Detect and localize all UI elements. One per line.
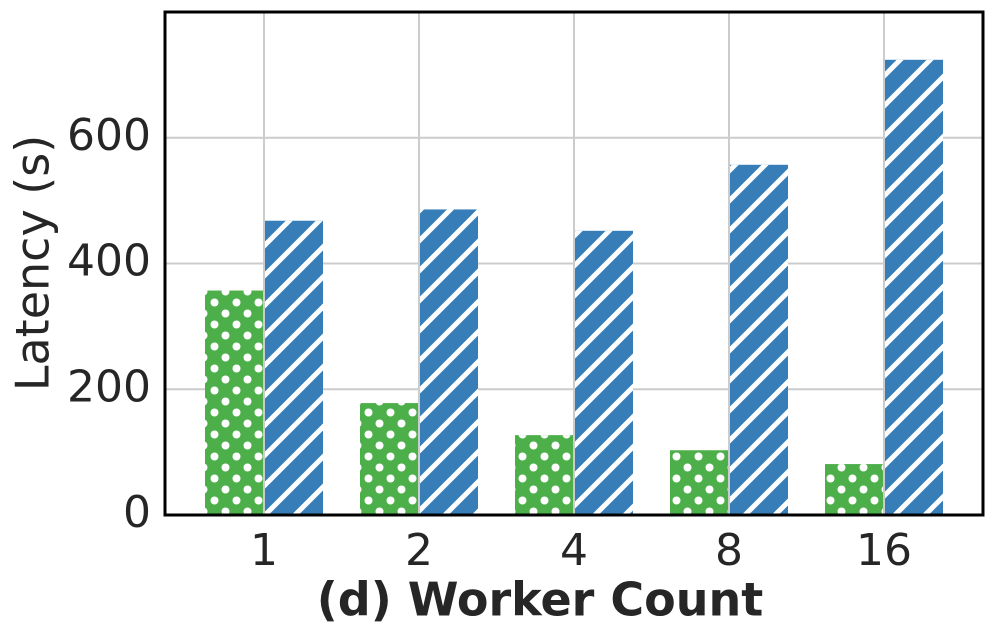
bar: [730, 164, 788, 515]
x-tick-label: 8: [715, 525, 743, 576]
bar: [515, 435, 573, 515]
bar-pattern: [420, 209, 478, 516]
bar: [670, 450, 728, 515]
bar: [575, 230, 633, 515]
y-tick-label: 400: [67, 236, 151, 287]
x-tick-label: 4: [560, 525, 588, 576]
x-tick-label: 16: [856, 525, 912, 576]
bar-pattern: [360, 403, 418, 515]
bar: [205, 290, 263, 515]
bar-pattern: [730, 164, 788, 515]
y-tick-label: 600: [67, 110, 151, 161]
bar: [265, 220, 323, 515]
plot-frame: [163, 10, 985, 517]
bar: [420, 209, 478, 516]
bar: [360, 403, 418, 515]
bar-pattern: [825, 464, 883, 515]
bar-pattern: [575, 230, 633, 515]
y-tick-label: 200: [67, 361, 151, 412]
bar-pattern: [205, 290, 263, 515]
bar-pattern: [265, 220, 323, 515]
bar: [825, 464, 883, 515]
bar: [885, 59, 943, 515]
y-axis-label: Latency (s): [6, 135, 60, 391]
x-axis-label: (d) Worker Count: [317, 573, 763, 627]
bar-pattern: [515, 435, 573, 515]
bar-pattern: [885, 59, 943, 515]
bars: [205, 59, 943, 516]
x-tick-label: 2: [405, 525, 433, 576]
x-tick-label: 1: [250, 525, 278, 576]
bar-pattern: [670, 450, 728, 515]
y-tick-label: 0: [123, 487, 151, 538]
